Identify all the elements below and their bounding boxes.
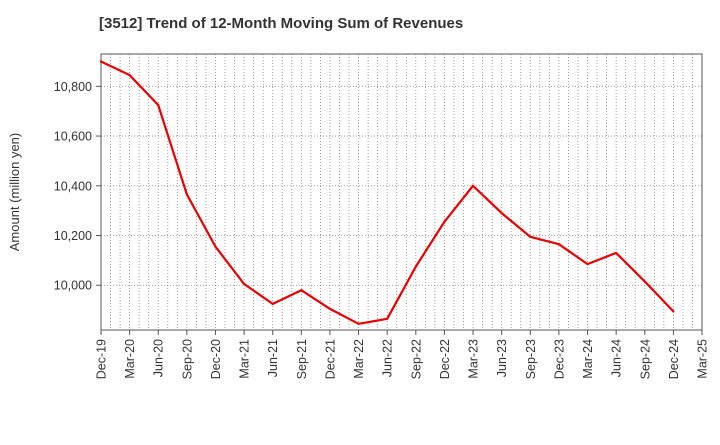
x-tick-label: Sep-24: [638, 339, 652, 379]
data-point: [443, 220, 446, 223]
x-tick-label: Mar-20: [123, 339, 137, 379]
data-point: [471, 184, 475, 187]
x-tick-label: Jun-23: [495, 339, 509, 377]
plot-frame: [100, 53, 703, 331]
series-layer: [99, 60, 675, 325]
y-tick-label: 10,800: [54, 80, 92, 94]
x-tick-label: Mar-24: [581, 339, 595, 379]
chart-title: [3512] Trend of 12-Month Moving Sum of R…: [99, 15, 464, 32]
data-point: [242, 282, 246, 286]
data-point: [357, 322, 360, 325]
x-tick-label: Dec-24: [667, 339, 681, 379]
x-tick-label: Dec-23: [552, 339, 566, 379]
y-tick-label: 10,200: [54, 229, 92, 243]
x-tick-label: Dec-22: [438, 339, 452, 379]
data-point: [643, 280, 646, 283]
data-point: [128, 74, 131, 77]
axis-layer: 10,000 10,200 10,400 10,600 10,800 Dec-19 Mar-…: [54, 53, 710, 379]
grid-layer: [101, 54, 702, 330]
x-tick-label: Jun-20: [152, 339, 166, 377]
data-point: [529, 235, 532, 238]
data-point: [271, 302, 274, 305]
x-tick-label: Jun-21: [266, 339, 280, 377]
y-axis-label: Amount (million yen): [7, 133, 22, 252]
x-tick-label: Jun-24: [610, 339, 624, 377]
data-point: [328, 307, 332, 310]
data-point: [386, 317, 389, 320]
x-tick-label: Sep-22: [409, 339, 423, 379]
data-point: [214, 245, 217, 248]
x-tick-label: Dec-21: [323, 339, 337, 379]
x-tick-label: Jun-22: [381, 339, 395, 377]
data-point: [414, 265, 417, 268]
data-point: [99, 60, 103, 63]
data-point: [157, 103, 160, 107]
data-point: [500, 212, 503, 215]
x-tick-label: Sep-20: [180, 339, 194, 379]
y-tick-label: 10,000: [54, 279, 92, 293]
x-tick-label: Dec-19: [95, 339, 109, 379]
data-point: [672, 310, 675, 313]
y-tick-label: 10,600: [54, 130, 92, 144]
x-tick-label: Mar-21: [238, 339, 252, 379]
x-tick-label: Sep-23: [524, 339, 538, 379]
x-tick-label: Dec-20: [209, 339, 223, 379]
data-point: [557, 243, 561, 246]
x-tick-label: Sep-21: [295, 339, 309, 379]
x-tick-label: Mar-25: [696, 339, 710, 379]
data-point: [615, 251, 618, 255]
data-point: [586, 263, 589, 266]
y-tick-label: 10,400: [54, 179, 92, 193]
x-tick-label: Mar-22: [352, 339, 366, 379]
data-point: [300, 289, 303, 292]
x-tick-label: Mar-23: [467, 339, 481, 379]
data-point: [185, 193, 188, 196]
